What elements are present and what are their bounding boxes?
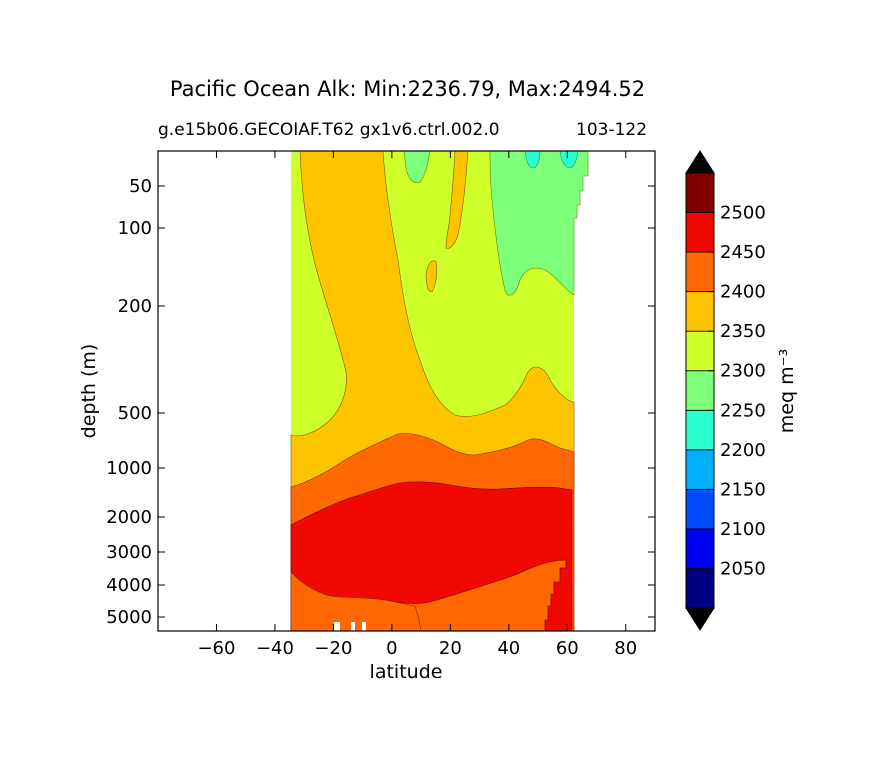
x-axis: −60 −40 −20 0 20 40 60 80 <box>197 151 637 659</box>
y-tick-label: 200 <box>118 296 152 317</box>
contour-field <box>290 151 589 631</box>
colorbar: 2050 2100 2150 2200 2250 2300 2350 2400 2450 2500 <box>685 150 766 631</box>
x-axis-label: latitude <box>370 661 443 683</box>
colorbar-tick-label: 2200 <box>720 440 766 461</box>
chart-title: Pacific Ocean Alk: Min:2236.79, Max:2494… <box>169 77 646 101</box>
colorbar-swatch <box>685 409 715 451</box>
x-tick-label: −40 <box>256 638 294 659</box>
x-tick-label: 80 <box>614 638 637 659</box>
band-2200-2250-a <box>524 151 541 169</box>
plot-frame <box>157 150 656 632</box>
colorbar-swatch <box>685 488 715 530</box>
band-2250-2300 <box>489 151 589 296</box>
band-2250-2300-eq <box>403 151 431 183</box>
missing-data-gap-3 <box>362 622 366 631</box>
colorbar-swatch <box>685 568 715 609</box>
colorbar-swatch <box>685 212 715 253</box>
colorbar-frame <box>685 172 715 609</box>
x-tick-label: 20 <box>439 638 462 659</box>
colorbar-extend-min <box>685 607 715 631</box>
y-tick-label: 100 <box>118 218 152 239</box>
y-tick-label: 500 <box>118 403 152 424</box>
missing-data-gap-1 <box>334 622 340 631</box>
colorbar-tick-label: 2400 <box>720 282 766 303</box>
y-tick-label: 1000 <box>106 458 152 479</box>
colorbar-swatch <box>685 330 715 372</box>
x-tick-label: −60 <box>197 638 235 659</box>
colorbar-tick-label: 2350 <box>720 321 766 342</box>
y-tick-label: 3000 <box>106 542 152 563</box>
colorbar-swatch <box>685 251 715 293</box>
y-axis-label: depth (m) <box>78 344 100 439</box>
colorbar-swatch <box>685 172 715 213</box>
colorbar-tick-label: 2300 <box>720 361 766 382</box>
colorbar-tick-label: 2100 <box>720 519 766 540</box>
chart-subtitle-case: g.e15b06.GECOIAF.T62 gx1v6.ctrl.002.0 <box>158 120 500 140</box>
y-axis: 50 100 200 500 1000 2000 3000 4000 5000 <box>106 176 655 628</box>
colorbar-tick-label: 2050 <box>720 558 766 579</box>
x-tick-label: −20 <box>314 638 352 659</box>
y-tick-label: 4000 <box>106 575 152 596</box>
chart-subtitle-years: 103-122 <box>576 120 648 140</box>
colorbar-swatch <box>685 528 715 569</box>
missing-data-gap-2 <box>351 622 355 631</box>
colorbar-tick-label: 2150 <box>720 479 766 500</box>
x-tick-label: 60 <box>556 638 579 659</box>
band-2350-2400-filament <box>445 151 469 249</box>
y-tick-label: 5000 <box>106 607 152 628</box>
colorbar-swatch <box>685 449 715 490</box>
colorbar-tick-label: 2450 <box>720 242 766 263</box>
band-2400-2450-bottom <box>290 571 422 631</box>
colorbar-swatch <box>685 370 715 411</box>
band-2200-2250-b <box>559 151 579 169</box>
x-tick-label: 0 <box>386 638 397 659</box>
colorbar-label: meq m⁻³ <box>776 349 798 433</box>
colorbar-extend-max <box>685 150 715 174</box>
colorbar-tick-label: 2500 <box>720 203 766 224</box>
colorbar-swatch <box>685 291 715 332</box>
y-tick-label: 2000 <box>106 507 152 528</box>
y-tick-label: 50 <box>129 176 152 197</box>
colorbar-tick-label: 2250 <box>720 400 766 421</box>
band-2350-2400-blob <box>425 260 438 293</box>
x-tick-label: 40 <box>497 638 520 659</box>
